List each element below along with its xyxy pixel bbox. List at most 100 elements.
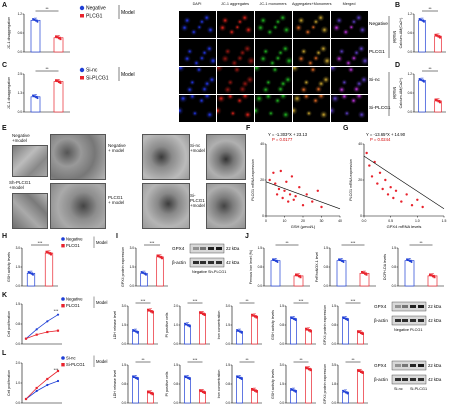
microscopy-column-header: JC-1 monomers xyxy=(259,2,287,6)
legend-swatch-plcg1 xyxy=(80,14,84,18)
y-tick-label: 0.0 xyxy=(226,401,231,405)
scatter-point xyxy=(287,200,290,203)
western-blot-svg: GPX4 β-actin 22 kDa 42 kDa Negative PLCG1 xyxy=(374,301,442,332)
legend-sinc-siplcg1: Si-nc Si-PLCG1 Model xyxy=(78,66,158,88)
data-point xyxy=(46,330,49,334)
y-axis-label: GSH activity levels xyxy=(271,369,275,399)
y-axis-label: Calcium-AM(Ca2+) xyxy=(399,78,403,109)
em-label-mid-siplcg1: Si-PLCG1 +model xyxy=(190,193,205,208)
y-tick-label: 1.5 xyxy=(16,265,21,269)
y-tick-label: 0.0 xyxy=(122,401,127,405)
data-point xyxy=(184,323,187,326)
bar xyxy=(342,318,349,345)
series-line xyxy=(25,380,59,400)
scatter-point xyxy=(311,200,314,203)
bar xyxy=(184,324,191,345)
microscopy-image xyxy=(178,38,216,66)
wb-band-gpx4 xyxy=(200,247,206,250)
sig-label: *** xyxy=(193,357,198,362)
bar xyxy=(251,315,258,345)
data-point xyxy=(132,329,135,332)
scatter-point xyxy=(305,193,308,196)
scatter-point xyxy=(400,200,403,203)
y-tick-label: 1.5 xyxy=(130,265,135,269)
data-point xyxy=(433,276,436,279)
bar xyxy=(359,272,370,287)
em-image-mid-siplcg1 xyxy=(206,183,246,229)
data-point xyxy=(338,258,341,261)
scatter-point xyxy=(416,198,419,201)
bar xyxy=(53,37,64,53)
y-tick-label: 0.0 xyxy=(122,342,127,346)
data-point xyxy=(135,376,138,379)
data-point xyxy=(290,388,293,391)
bar xyxy=(30,19,41,53)
data-point xyxy=(135,330,138,333)
data-point xyxy=(46,251,49,254)
em-image-sh-large xyxy=(50,183,106,229)
microscopy-image xyxy=(330,66,368,94)
x-tick-label: 40 xyxy=(338,219,342,223)
scatter-point xyxy=(381,187,384,191)
scatter-point xyxy=(285,180,288,183)
p-value: P = 0.0177 xyxy=(272,137,293,142)
wb-band-actin xyxy=(402,319,408,322)
sig-label: *** xyxy=(150,240,155,245)
microscopy-image xyxy=(330,94,368,122)
y-tick-label: 2.0 xyxy=(16,361,21,365)
microscopy-column-header: JC-1 aggregates xyxy=(220,2,250,6)
scatter-point xyxy=(370,175,374,178)
sig-label: *** xyxy=(38,240,43,245)
y-tick-label: 1.5 xyxy=(226,363,231,367)
microscopy-image xyxy=(216,38,254,66)
chart-l4: 0.0 0.8 1.5 Iron concentration ** xyxy=(217,357,262,405)
y-tick-label: 1.2 xyxy=(18,12,23,16)
y-tick-label: 1.5 xyxy=(324,246,329,250)
data-point xyxy=(55,79,58,82)
microscopy-column-header: DAPI xyxy=(192,2,202,6)
data-point xyxy=(435,34,438,37)
data-point xyxy=(409,259,412,262)
sig-label: *** xyxy=(299,298,304,303)
panel-label-i: I xyxy=(116,233,118,240)
data-point xyxy=(31,272,34,275)
scatter-point xyxy=(281,196,284,200)
data-point xyxy=(161,257,163,260)
data-point xyxy=(151,393,154,396)
legend-swatch xyxy=(61,297,65,301)
regression-equation: Y = -13.65*X + 14.90 xyxy=(366,132,406,137)
y-axis-label: FeRhoNOX-1 level xyxy=(315,252,319,282)
microscopy-image xyxy=(254,10,292,38)
chart-l5: 0.0 1.5 3.0 GSH activity levels ** xyxy=(271,357,316,405)
microscopy-image xyxy=(330,38,368,66)
bar xyxy=(132,377,139,404)
data-point xyxy=(438,35,441,38)
data-point xyxy=(299,276,302,279)
y-tick-label: 0.8 xyxy=(392,265,397,269)
sig-label: ** xyxy=(245,298,249,303)
panel-label-d: D xyxy=(395,62,401,69)
y-axis-label: DCFH-DA levels xyxy=(383,254,387,280)
chart-l2: 0.0 0.8 1.5 LDH release level ** xyxy=(113,357,158,405)
scatter-point xyxy=(290,175,294,178)
y-tick-label: 0 xyxy=(262,214,264,218)
microscopy-image xyxy=(292,94,330,122)
panel-label-k: K xyxy=(2,292,8,299)
y-tick-label: 0.0 xyxy=(18,50,23,54)
chart-l6: 0.0 1.8 3.5 GPX4 protein expression ** xyxy=(323,357,368,405)
y-tick-label: 3.0 xyxy=(280,363,285,367)
y-tick-label: 1.5 xyxy=(392,246,397,250)
chart-c: 0.0 1.3 2.5 JC-1 disaggregation ** xyxy=(7,66,70,114)
sig-label: *** xyxy=(54,308,59,313)
em-label-negative: Negative +model xyxy=(12,133,30,143)
data-point xyxy=(150,310,153,313)
scatter-point xyxy=(421,205,424,209)
data-point xyxy=(255,390,258,393)
y-tick-label: 3.0 xyxy=(130,246,135,250)
y-tick-label: 20 xyxy=(358,178,362,182)
data-point xyxy=(295,273,298,276)
data-point xyxy=(361,332,364,335)
data-point xyxy=(35,95,38,98)
microscopy-image xyxy=(254,38,292,66)
